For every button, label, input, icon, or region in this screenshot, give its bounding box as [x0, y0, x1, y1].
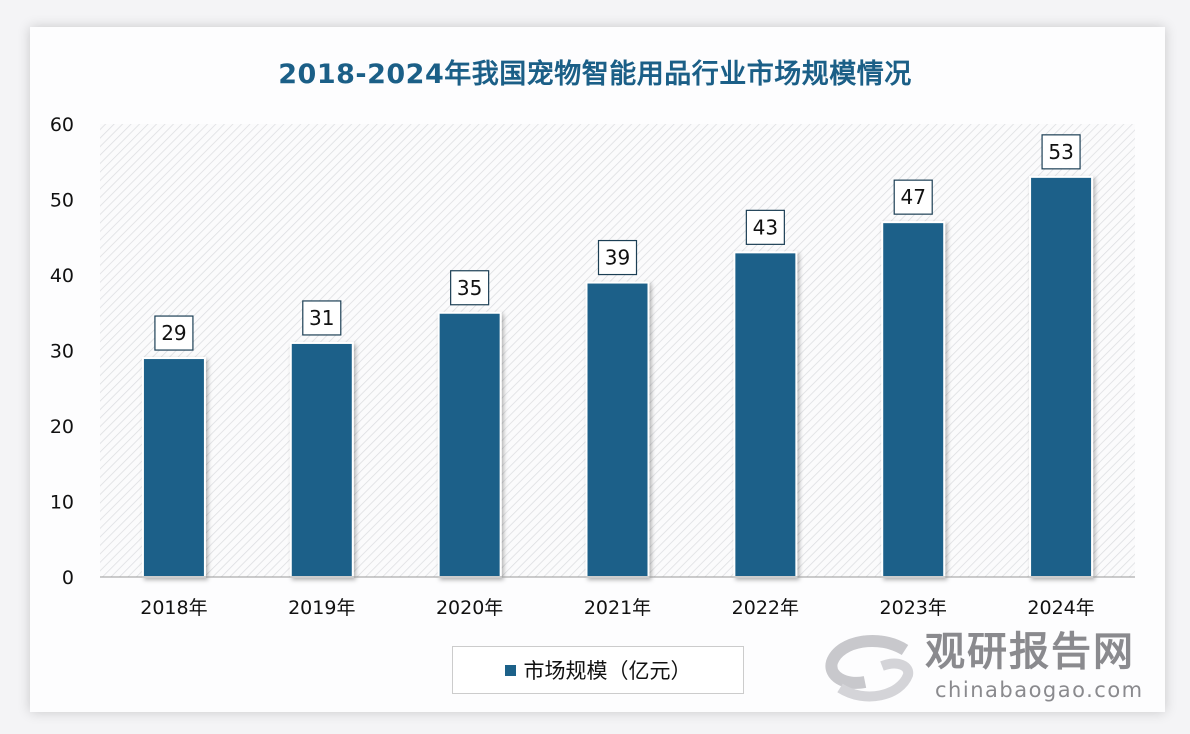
- x-tick-label: 2019年: [288, 597, 355, 619]
- watermark-url: chinabaogao.com: [935, 678, 1144, 702]
- data-label-box: [597, 239, 638, 276]
- x-tick-label: 2020年: [436, 597, 503, 619]
- y-tick-label: 40: [50, 265, 74, 287]
- watermark-name: 观研报告网: [925, 629, 1135, 675]
- x-tick-label: 2018年: [140, 597, 207, 619]
- bar: [585, 281, 650, 578]
- y-tick-label: 0: [62, 567, 74, 589]
- data-label: 53: [1048, 140, 1073, 164]
- legend: 市场规模（亿元）: [452, 646, 744, 694]
- y-tick-label: 20: [50, 416, 74, 438]
- data-label: 31: [309, 306, 334, 330]
- bar: [289, 341, 354, 579]
- data-label: 39: [605, 246, 630, 270]
- x-tick-label: 2021年: [584, 597, 651, 619]
- chart-title: 2018-2024年我国宠物智能用品行业市场规模情况: [278, 59, 912, 90]
- y-tick-label: 30: [50, 341, 74, 363]
- bar: [1029, 175, 1094, 578]
- y-tick-label: 60: [50, 114, 74, 136]
- data-label-box: [302, 300, 342, 336]
- data-label-box: [893, 179, 933, 215]
- data-label: 43: [753, 215, 778, 239]
- x-tick-label: 2022年: [732, 597, 799, 619]
- x-tick-label: 2023年: [880, 597, 947, 619]
- y-tick-label: 10: [50, 492, 74, 514]
- data-label: 35: [457, 276, 482, 300]
- data-label-box: [450, 270, 490, 306]
- bar: [437, 311, 502, 578]
- x-tick-label: 2024年: [1027, 597, 1094, 619]
- data-label: 29: [161, 321, 186, 345]
- legend-label: 市场规模（亿元）: [523, 659, 692, 683]
- legend-swatch: [504, 664, 516, 676]
- data-label-box: [745, 209, 785, 245]
- watermark-logo: 观研报告网 chinabaogao.com: [820, 630, 1150, 706]
- data-label-box: [154, 315, 194, 351]
- bar: [141, 357, 206, 578]
- bar: [733, 251, 798, 578]
- bar: [881, 221, 946, 578]
- watermark-icon: [825, 634, 914, 702]
- y-tick-label: 50: [50, 190, 74, 212]
- data-label-box: [1041, 134, 1081, 170]
- data-label: 47: [900, 185, 925, 209]
